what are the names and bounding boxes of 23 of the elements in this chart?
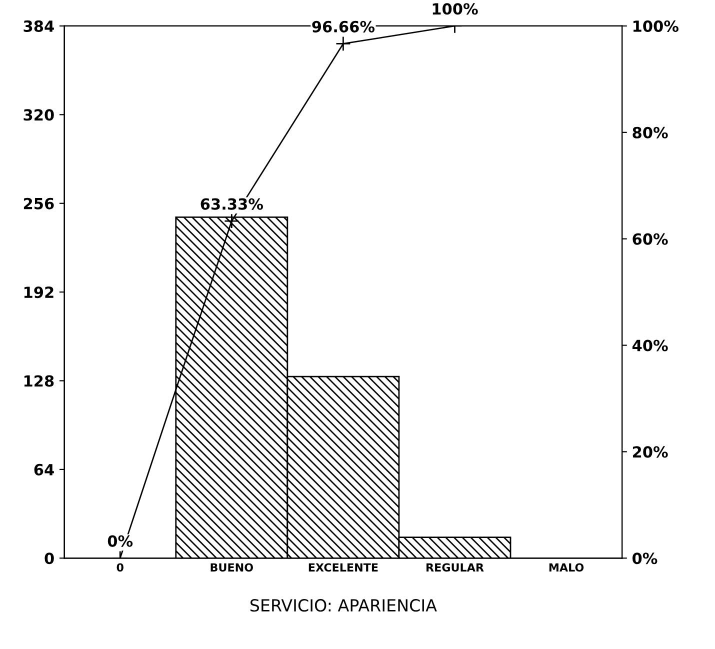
data-label: 96.66%: [312, 20, 375, 32]
y2-tick-label: 100%: [633, 20, 678, 32]
x-tick-label: EXCELENTE: [308, 563, 378, 572]
y-tick-label: 256: [24, 198, 54, 210]
y-tick-label: 128: [24, 375, 54, 387]
y2-tick-label: 80%: [632, 126, 668, 138]
x-tick-label: REGULAR: [426, 563, 484, 572]
data-label: 63.33%: [200, 198, 263, 210]
y2-tick-label: 20%: [632, 446, 668, 458]
y2-tick-label: 0%: [632, 552, 658, 564]
x-tick-label: 0: [116, 563, 124, 572]
y-tick-label: 192: [24, 286, 54, 298]
x-tick-label: BUENO: [210, 563, 254, 572]
y-tick-label: 0: [44, 552, 54, 564]
y-tick-label: 64: [34, 464, 54, 476]
data-label: 100%: [432, 3, 478, 15]
y2-tick-label: 60%: [632, 233, 668, 245]
y-tick-label: 384: [24, 20, 54, 32]
x-axis-title: SERVICIO: APARIENCIA: [250, 599, 437, 612]
data-label: 0%: [108, 535, 133, 547]
x-tick-label: MALO: [549, 563, 584, 572]
y2-tick-label: 40%: [632, 340, 668, 352]
y-tick-label: 320: [24, 109, 54, 121]
